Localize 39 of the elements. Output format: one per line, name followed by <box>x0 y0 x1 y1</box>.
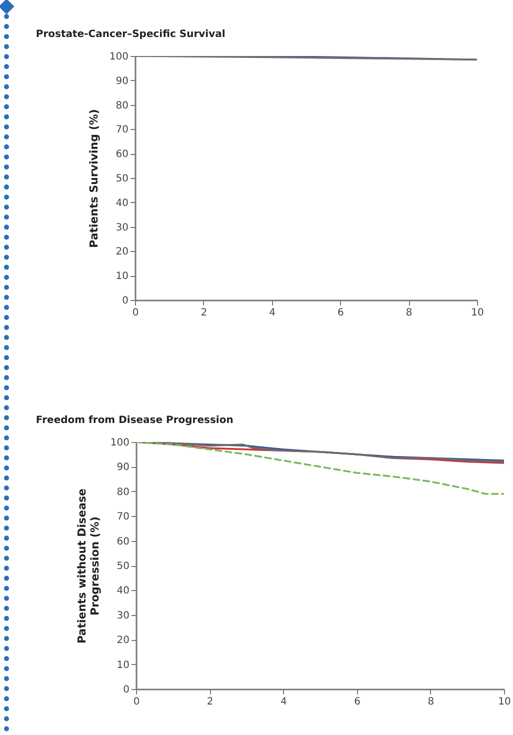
y-tick-label: 30 <box>116 222 128 234</box>
y-tick-label: 90 <box>116 462 130 474</box>
y-tick-label: 80 <box>116 486 130 498</box>
y-tick-label: 10 <box>116 660 130 671</box>
y-tick-label: 100 <box>109 52 128 62</box>
y-tick-label: 50 <box>116 561 130 572</box>
x-tick-label: 0 <box>132 308 139 318</box>
y-tick-label: 0 <box>123 684 130 696</box>
y-tick-label: 100 <box>110 438 130 448</box>
x-tick-label: 8 <box>428 696 434 708</box>
y-tick-label: 80 <box>116 100 128 112</box>
y-tick-label: 50 <box>116 174 128 184</box>
y-tick-label: 70 <box>116 124 128 136</box>
x-tick-label: 8 <box>406 308 412 318</box>
y-tick-label: 90 <box>116 76 128 87</box>
y-tick-label: 10 <box>116 271 128 282</box>
y-tick-label: 70 <box>116 512 130 523</box>
y-axis-title: Patients Surviving (%) <box>87 109 100 248</box>
x-tick-label: 2 <box>200 308 208 318</box>
x-tick-label: 10 <box>498 696 511 708</box>
x-tick-label: 2 <box>206 696 214 708</box>
y-tick-label: 20 <box>116 635 130 646</box>
y-tick-label: 0 <box>122 296 128 306</box>
y-tick-label: 60 <box>116 536 130 548</box>
x-tick-label: 4 <box>269 308 276 318</box>
y-tick-label: 30 <box>116 610 130 622</box>
chart-title: Freedom from Disease Progression <box>36 415 234 426</box>
y-tick-label: 60 <box>116 149 128 160</box>
x-tick-label: 6 <box>354 696 360 708</box>
x-tick-label: 6 <box>338 308 344 318</box>
line-series <box>136 442 504 495</box>
y-tick-label: 20 <box>116 246 128 258</box>
y-axis-title: Patients without Disease Progression (%) <box>75 488 102 644</box>
chart-title: Prostate-Cancer–Specific Survival <box>36 29 226 40</box>
y-tick-label: 40 <box>116 586 130 597</box>
x-tick-label: 0 <box>133 696 140 708</box>
x-tick-label: 4 <box>280 696 287 708</box>
y-tick-label: 40 <box>116 198 128 209</box>
x-tick-label: 10 <box>471 308 484 318</box>
